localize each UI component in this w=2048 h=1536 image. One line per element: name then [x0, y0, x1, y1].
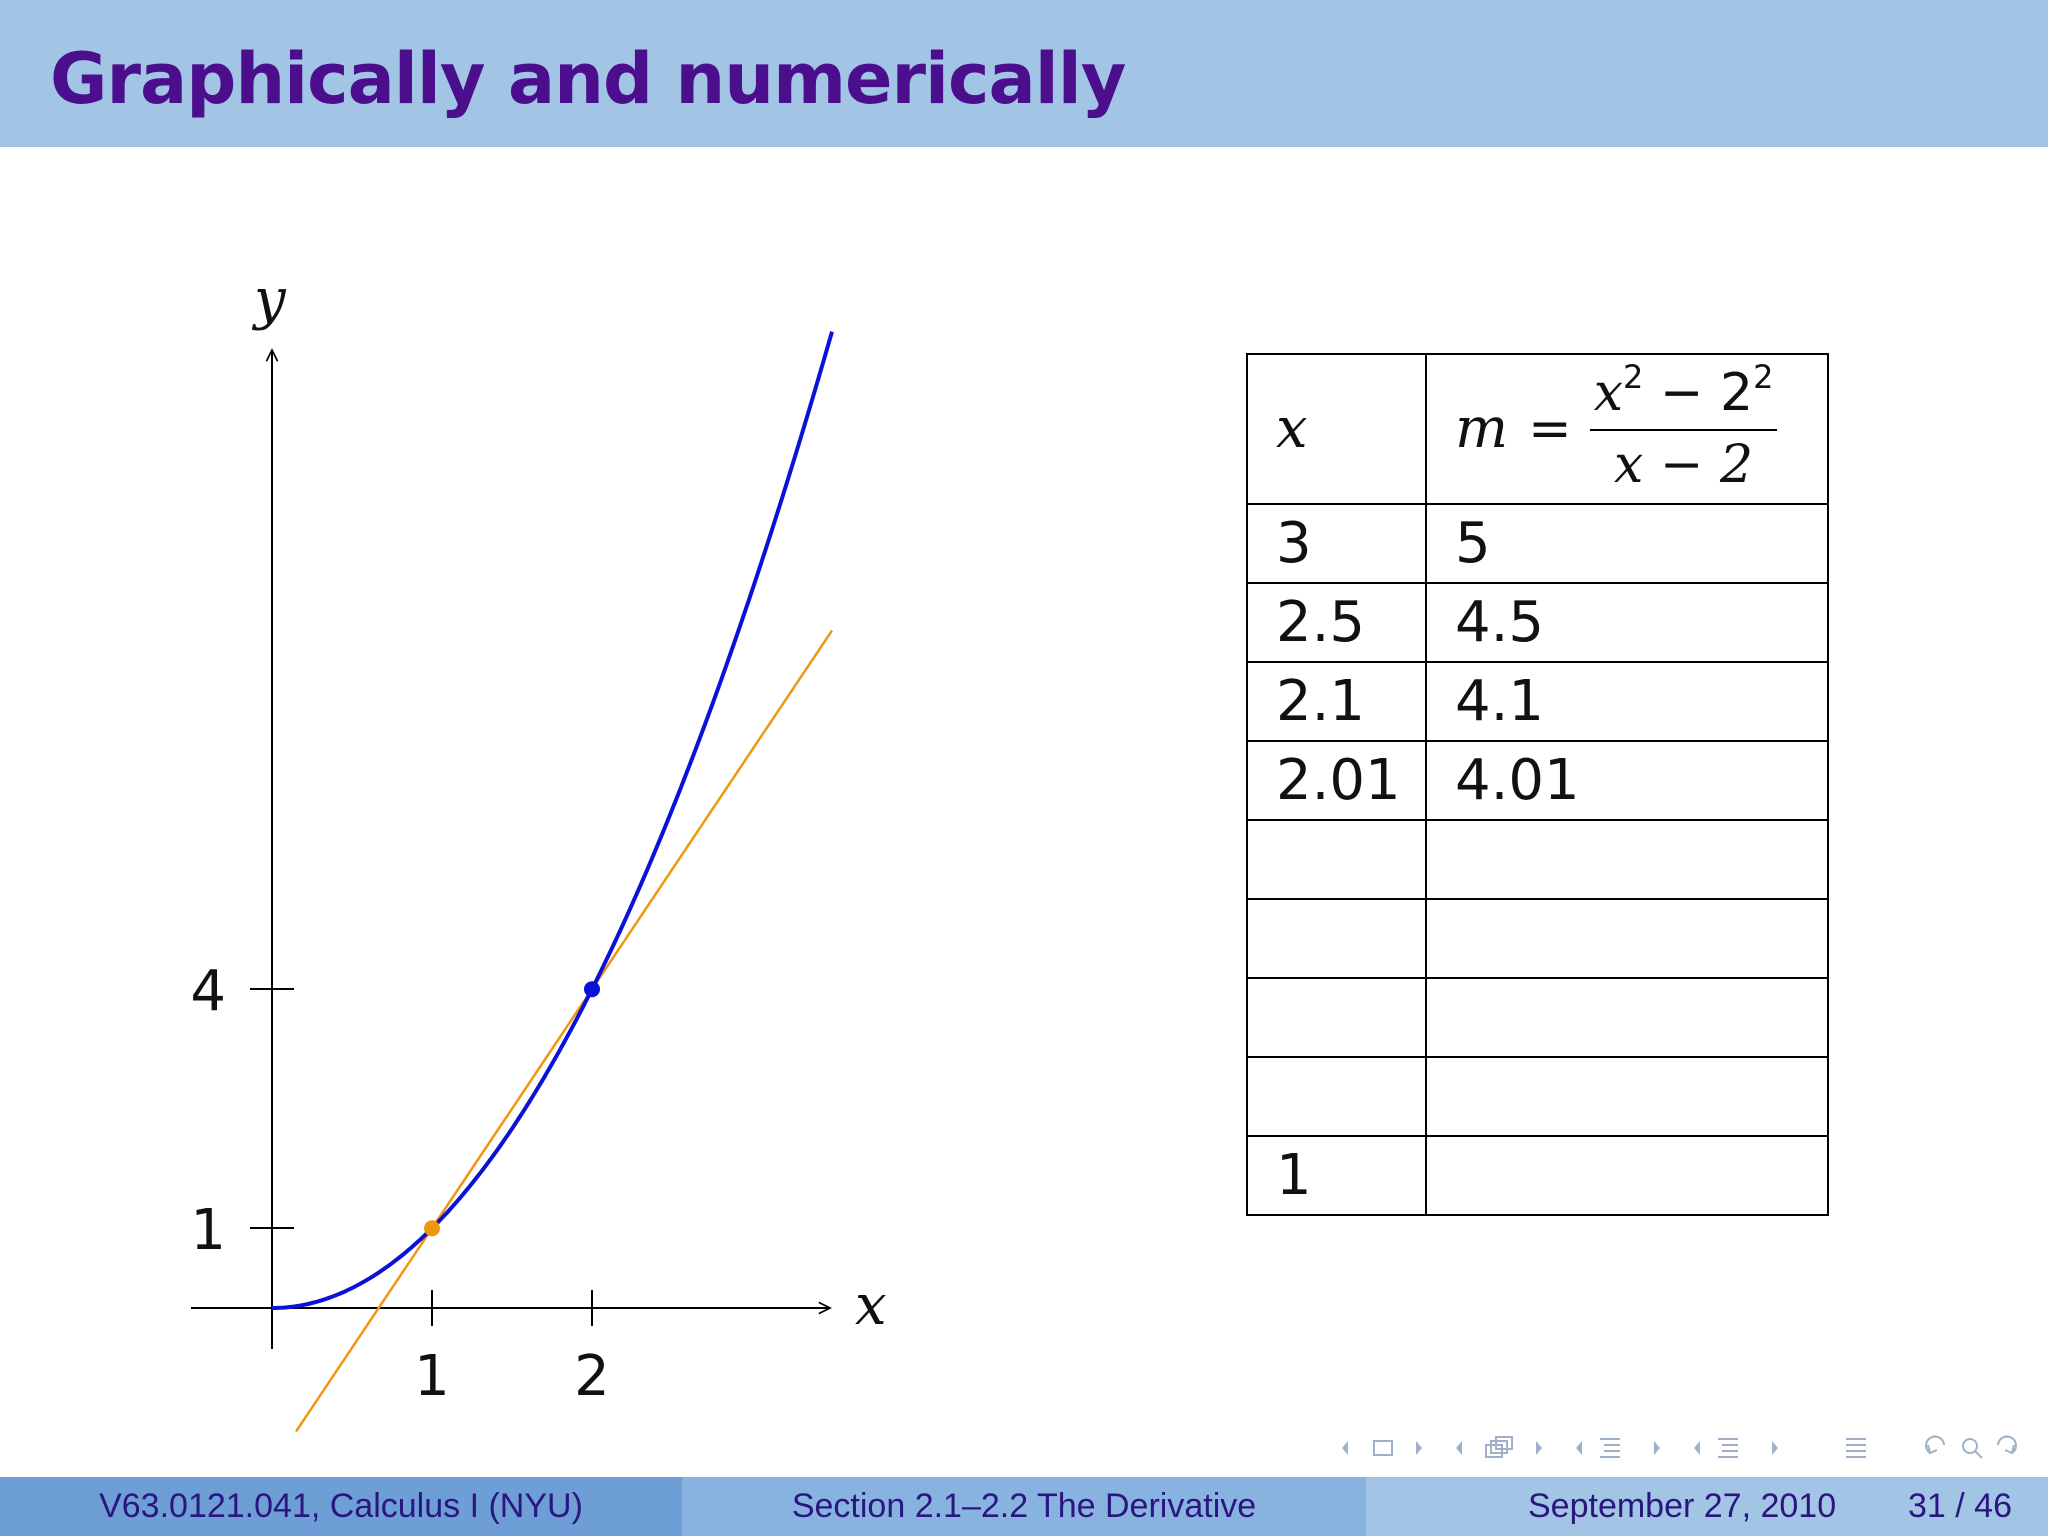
arrow-right-icon[interactable]	[1772, 1441, 1778, 1455]
section-icon[interactable]	[1718, 1438, 1738, 1458]
table-cell-x	[1246, 1056, 1427, 1137]
table-header-row: x m = x2 − 22 x − 2	[1246, 353, 1829, 505]
difference-quotient: x2 − 22 x − 2	[1589, 361, 1778, 495]
table-row: 2.01 4.01	[1246, 740, 1829, 821]
table-cell-x: 2.01	[1246, 740, 1427, 821]
table-cell-m: 4.1	[1425, 661, 1829, 742]
table-cell-m	[1425, 1056, 1829, 1137]
footer-date: September 27, 2010	[1528, 1487, 1837, 1525]
table-cell-x: 1	[1246, 1135, 1427, 1216]
point-1-1	[424, 1220, 440, 1237]
arrow-left-icon[interactable]	[1694, 1441, 1700, 1455]
table-row: 2.5 4.5	[1246, 582, 1829, 663]
header-x: x	[1276, 396, 1308, 461]
undo-icon[interactable]	[1925, 1435, 1945, 1455]
graph: 1 2 1 4 x y	[190, 267, 887, 1433]
table-cell-m: 4.01	[1425, 740, 1829, 821]
section-icon[interactable]	[1600, 1438, 1620, 1458]
parabola-curve	[272, 331, 834, 1310]
y-tick-label-4: 4	[190, 959, 226, 1024]
table-cell-x: 3	[1246, 503, 1427, 584]
table-cell-x	[1246, 898, 1427, 979]
table-cell-m	[1425, 819, 1829, 900]
footer-course: V63.0121.041, Calculus I (NYU)	[0, 1477, 682, 1536]
title-bar: Graphically and numerically	[0, 0, 2048, 147]
table-row: 1	[1246, 1135, 1829, 1216]
table-cell-m	[1425, 1135, 1829, 1216]
header-equals: =	[1528, 399, 1572, 459]
header-m: m	[1455, 396, 1509, 461]
table-row	[1246, 977, 1829, 1058]
table-row	[1246, 819, 1829, 900]
frame-icon[interactable]	[1373, 1440, 1393, 1456]
page-number: 31 / 46	[1908, 1487, 2012, 1525]
x-tick-label-2: 2	[574, 1344, 610, 1409]
table-cell-m	[1425, 977, 1829, 1058]
table-cell-x: 2.5	[1246, 582, 1427, 663]
arrow-left-icon[interactable]	[1576, 1441, 1582, 1455]
footer: V63.0121.041, Calculus I (NYU) Section 2…	[0, 1477, 2048, 1536]
table-row	[1246, 898, 1829, 979]
secant-line	[294, 629, 834, 1433]
table-cell-x: 2.1	[1246, 661, 1427, 742]
table-cell-m: 5	[1425, 503, 1829, 584]
redo-icon[interactable]	[1997, 1435, 2017, 1455]
subsection-icon[interactable]	[1485, 1436, 1513, 1458]
beamer-navigation	[1342, 1435, 2017, 1459]
point-2-4	[584, 981, 600, 998]
x-tick-label-1: 1	[414, 1344, 450, 1409]
table-row: 2.1 4.1	[1246, 661, 1829, 742]
search-icon[interactable]	[1962, 1438, 1983, 1459]
align-icon[interactable]	[1846, 1438, 1866, 1458]
y-axis-label: y	[251, 267, 287, 332]
table-cell-m	[1425, 898, 1829, 979]
fraction-denominator: x − 2	[1614, 435, 1754, 495]
slope-formula: m = x2 − 22 x − 2	[1455, 361, 1778, 495]
y-tick-label-1: 1	[190, 1198, 226, 1263]
arrow-right-icon[interactable]	[1416, 1441, 1422, 1455]
footer-right: September 27, 2010 31 / 46	[1366, 1477, 2048, 1536]
arrow-left-icon[interactable]	[1456, 1441, 1462, 1455]
arrow-right-icon[interactable]	[1536, 1441, 1542, 1455]
slide-title: Graphically and numerically	[50, 38, 1126, 120]
table-cell-m: 4.5	[1425, 582, 1829, 663]
x-axis-label: x	[855, 1273, 887, 1338]
table-cell-x	[1246, 819, 1427, 900]
fraction-numerator: x2 − 22	[1589, 361, 1778, 431]
table-row	[1246, 1056, 1829, 1137]
arrow-right-icon[interactable]	[1654, 1441, 1660, 1455]
arrow-left-icon[interactable]	[1342, 1441, 1348, 1455]
footer-section: Section 2.1–2.2 The Derivative	[682, 1477, 1366, 1536]
table-cell-x	[1246, 977, 1427, 1058]
